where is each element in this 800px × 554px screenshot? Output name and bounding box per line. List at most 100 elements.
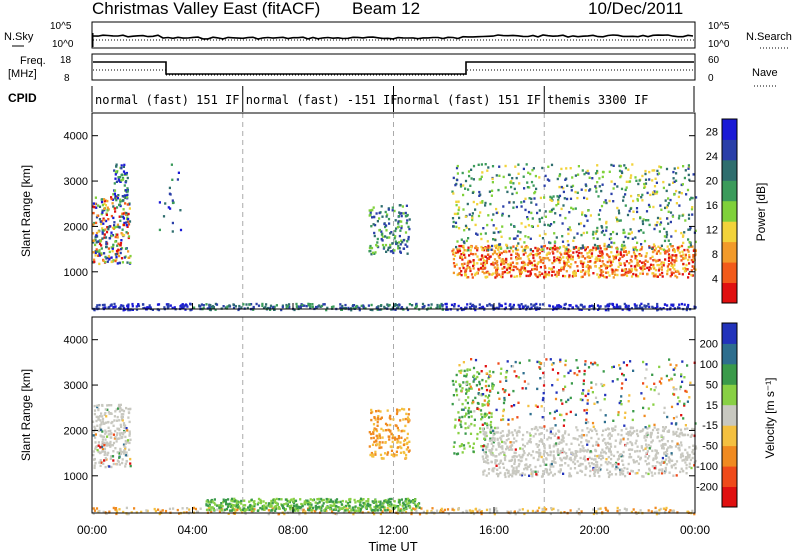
scatter-cell — [275, 304, 278, 307]
scatter-cell — [595, 432, 599, 436]
scatter-cell — [430, 511, 434, 514]
scatter-cell — [118, 463, 121, 466]
scatter-cell — [120, 304, 123, 307]
scatter-cell — [343, 506, 346, 509]
scatter-cell — [649, 193, 652, 197]
scatter-cell — [403, 439, 406, 443]
scatter-cell — [601, 511, 604, 514]
scatter-cell — [293, 499, 297, 503]
scatter-cell — [92, 251, 95, 254]
scatter-cell — [581, 213, 584, 216]
scatter-cell — [286, 499, 289, 503]
scatter-cell — [316, 498, 319, 501]
scatter-cell — [518, 454, 521, 457]
scatter-cell — [515, 466, 518, 469]
scatter-cell — [669, 306, 672, 309]
scatter-cell — [666, 270, 669, 273]
scatter-cell — [403, 408, 406, 411]
scatter-cell — [552, 270, 556, 273]
scatter-cell — [525, 458, 528, 461]
scatter-cell — [374, 506, 377, 510]
scatter-cell — [94, 250, 97, 253]
scatter-cell — [578, 308, 581, 311]
scatter-cell — [189, 308, 192, 312]
scatter-cell — [112, 193, 115, 196]
scatter-cell — [411, 507, 415, 510]
scatter-cell — [348, 510, 351, 514]
scatter-cell — [97, 450, 100, 454]
scatter-cell — [660, 208, 663, 211]
scatter-cell — [465, 226, 468, 229]
scatter-cell — [632, 458, 635, 462]
scatter-cell — [507, 469, 510, 473]
scatter-cell — [467, 441, 470, 445]
scatter-cell — [545, 471, 549, 474]
scatter-cell — [122, 443, 126, 446]
scatter-cell — [515, 252, 518, 255]
scatter-cell — [102, 462, 105, 465]
scatter-cell — [273, 505, 276, 508]
scatter-cell — [526, 186, 529, 189]
scatter-cell — [648, 178, 651, 181]
scatter-cell — [510, 265, 513, 268]
scatter-cell — [618, 257, 622, 260]
scatter-cell — [120, 413, 123, 416]
scatter-cell — [584, 189, 587, 192]
scatter-cell — [535, 451, 538, 454]
scatter-cell — [501, 445, 504, 448]
scatter-cell — [584, 257, 587, 260]
scatter-cell — [295, 503, 298, 507]
scatter-cell — [322, 498, 325, 502]
scatter-cell — [529, 273, 532, 276]
scatter-cell — [370, 303, 373, 307]
scatter-cell — [685, 268, 688, 271]
scatter-cell — [113, 226, 117, 229]
scatter-cell — [637, 462, 640, 465]
scatter-cell — [465, 239, 468, 243]
scatter-cell — [487, 461, 490, 465]
scatter-cell — [645, 432, 648, 435]
scatter-cell — [458, 416, 461, 419]
scatter-cell — [675, 254, 678, 257]
scatter-cell — [628, 209, 631, 213]
scatter-cell — [334, 507, 337, 510]
scatter-cell — [680, 231, 683, 235]
scatter-cell — [396, 438, 399, 441]
scatter-cell — [381, 243, 385, 247]
scatter-cell — [457, 507, 460, 510]
scatter-cell — [374, 499, 377, 502]
scatter-cell — [292, 502, 296, 505]
scatter-cell — [552, 450, 555, 453]
scatter-cell — [241, 508, 244, 511]
scatter-cell — [535, 252, 538, 256]
scatter-cell — [226, 305, 229, 308]
scatter-cell — [521, 472, 524, 475]
scatter-cell — [92, 205, 95, 208]
scatter-cell — [116, 459, 119, 462]
scatter-cell — [493, 509, 496, 512]
scatter-cell — [484, 163, 487, 166]
scatter-cell — [587, 255, 590, 258]
colorbar-segment — [722, 200, 737, 222]
scatter-cell — [400, 430, 403, 433]
scatter-cell — [496, 247, 499, 251]
scatter-cell — [560, 441, 563, 444]
scatter-cell — [497, 246, 501, 249]
scatter-cell — [541, 473, 545, 476]
scatter-cell — [653, 466, 656, 470]
scatter-cell — [108, 237, 111, 240]
scatter-cell — [508, 448, 511, 451]
scatter-cell — [638, 253, 641, 256]
scatter-cell — [377, 418, 380, 421]
scatter-cell — [660, 261, 663, 264]
scatter-cell — [552, 308, 555, 311]
scatter-cell — [106, 408, 109, 411]
scatter-cell — [609, 264, 612, 268]
scatter-cell — [121, 450, 124, 454]
scatter-cell — [123, 256, 126, 259]
scatter-cell — [649, 435, 652, 439]
scatter-cell — [649, 267, 653, 270]
scatter-cell — [103, 202, 106, 205]
scatter-cell — [459, 255, 462, 258]
scatter-cell — [369, 503, 372, 507]
